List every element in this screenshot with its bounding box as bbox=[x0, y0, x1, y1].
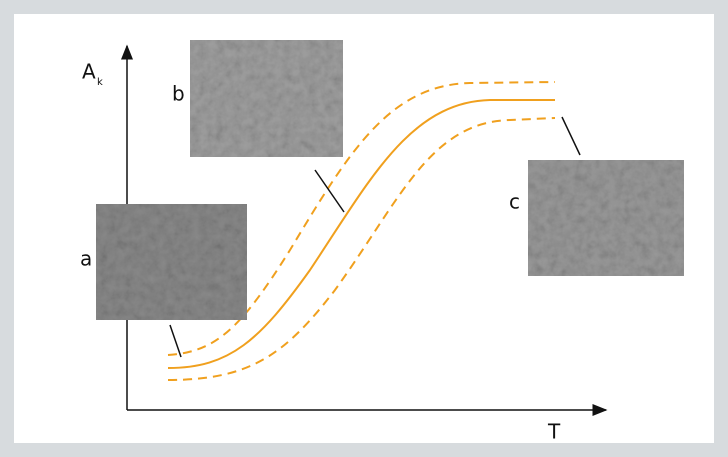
y-axis-label: A bbox=[82, 60, 96, 84]
photo-label: a bbox=[80, 247, 92, 271]
transition-curve bbox=[167, 99, 555, 369]
fracture-photo bbox=[528, 160, 684, 276]
leader-line bbox=[314, 169, 345, 213]
photo-label: b bbox=[172, 82, 185, 106]
fracture-photo bbox=[96, 204, 247, 320]
photo-label: c bbox=[509, 190, 520, 214]
leader-line bbox=[561, 116, 581, 156]
fracture-photo bbox=[190, 40, 343, 157]
leader-line bbox=[169, 324, 182, 358]
upper-bound-curve bbox=[167, 81, 556, 356]
y-axis-subscript: k bbox=[97, 77, 103, 88]
x-axis-label: T bbox=[547, 420, 561, 444]
